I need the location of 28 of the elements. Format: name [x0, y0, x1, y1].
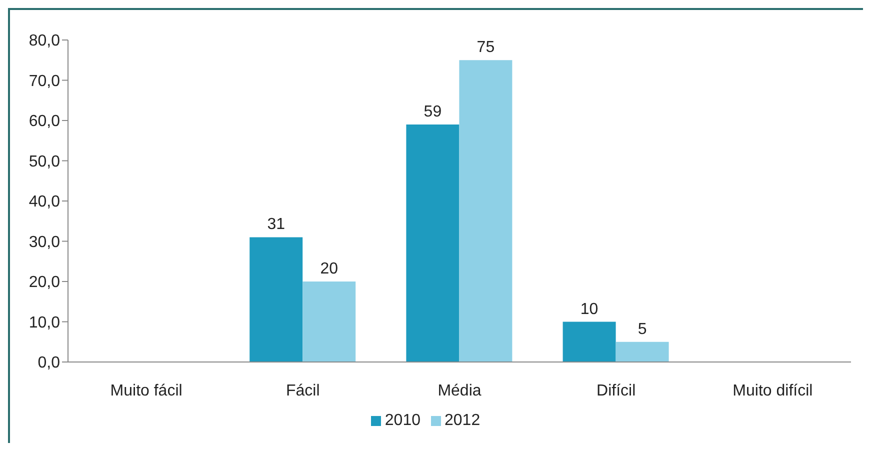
y-tick-label: 10,0: [28, 314, 60, 332]
data-label: 5: [638, 320, 647, 338]
bar: [302, 282, 356, 362]
data-label: 10: [580, 300, 598, 318]
x-tick-label: Muito fácil: [110, 382, 182, 400]
y-tick-label: 50,0: [28, 153, 60, 170]
data-label: 20: [320, 260, 338, 278]
y-tick-label: 80,0: [28, 32, 60, 50]
y-tick-label: 20,0: [28, 274, 60, 292]
y-tick-label: 30,0: [28, 234, 60, 251]
data-label: 59: [424, 104, 442, 121]
bar: [459, 60, 512, 362]
data-label: 31: [267, 216, 286, 234]
y-tick-label: 70,0: [28, 72, 60, 90]
y-tick-label: 60,0: [28, 113, 60, 130]
y-tick-label: 40,0: [28, 194, 60, 211]
x-tick-label: Fácil: [286, 382, 320, 400]
legend-label: 2012: [444, 412, 480, 429]
x-tick-label: Muito difícil: [732, 382, 813, 400]
data-label: 75: [476, 39, 495, 56]
x-tick-label: Média: [438, 382, 482, 400]
bar: [562, 322, 616, 362]
bar: [406, 124, 460, 362]
y-tick-label: 0,0: [38, 354, 60, 372]
bar: [616, 342, 669, 362]
bar: [250, 237, 303, 362]
legend-label: 2010: [384, 412, 420, 429]
x-tick-label: Difícil: [596, 382, 636, 400]
